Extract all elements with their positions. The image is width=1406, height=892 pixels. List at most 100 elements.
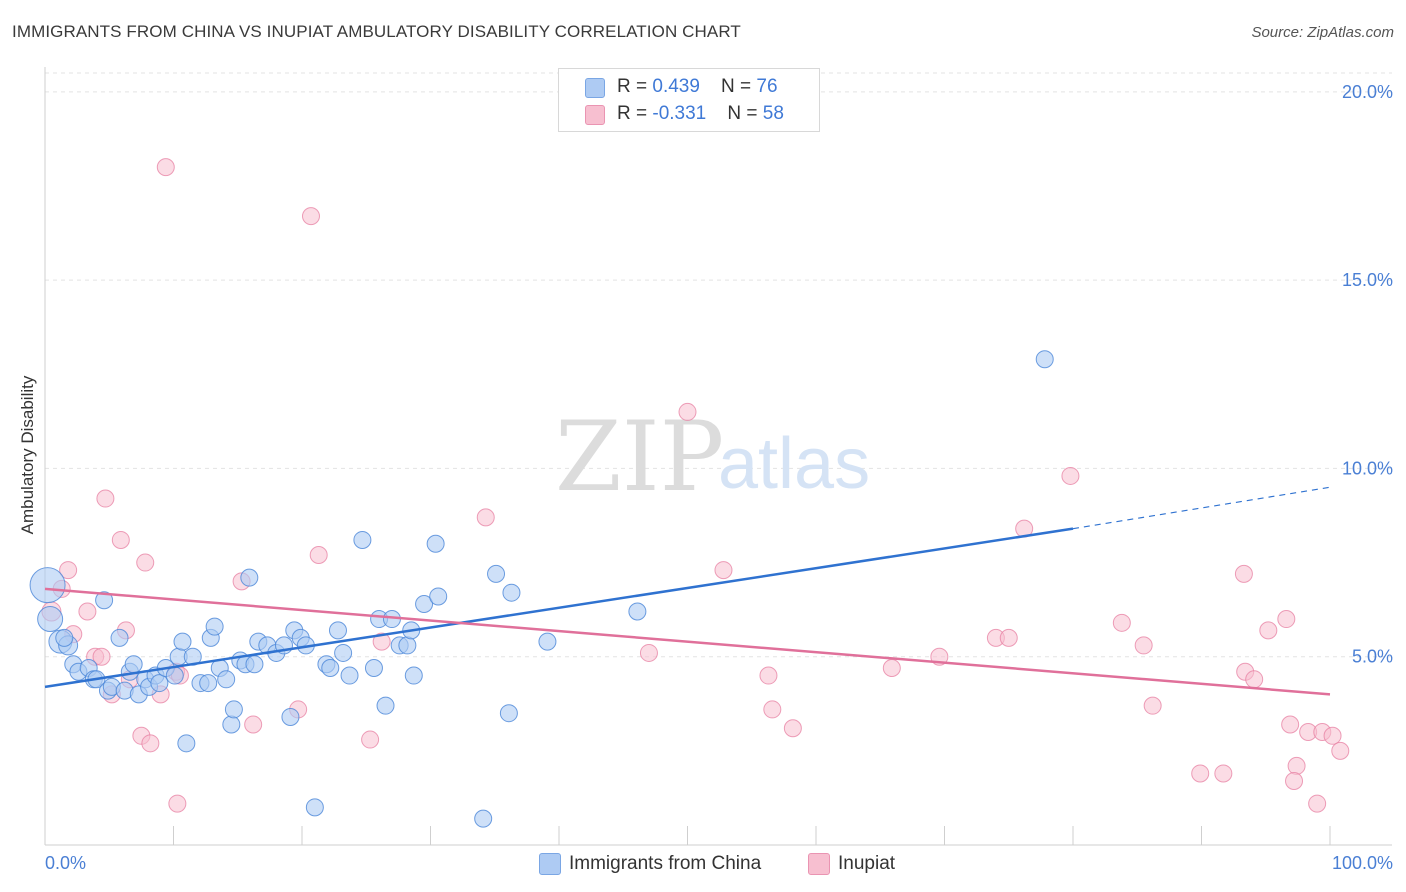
inupiat-point	[92, 647, 111, 666]
china-points	[29, 350, 1054, 828]
inupiat-point	[1143, 696, 1162, 715]
china-point	[499, 704, 518, 723]
china-point	[429, 587, 448, 606]
legend-swatch-china	[585, 78, 605, 98]
x-tick-label: 100.0%	[1332, 853, 1393, 873]
legend-r-label: R =	[617, 76, 653, 97]
inupiat-point	[678, 402, 697, 421]
legend-n-label: N =	[721, 76, 757, 97]
inupiat-point	[1277, 610, 1296, 629]
y-tick-label: 15.0%	[1342, 270, 1393, 290]
china-point	[240, 568, 259, 587]
inupiat-point	[1245, 670, 1264, 689]
china-point	[340, 666, 359, 685]
china-point	[628, 602, 647, 621]
inupiat-point	[361, 730, 380, 749]
china-point	[364, 659, 383, 678]
y-tick-label: 10.0%	[1342, 458, 1393, 478]
bottom-legend-label-china: Immigrants from China	[569, 853, 762, 874]
china-point	[173, 632, 192, 651]
inupiat-point	[141, 734, 160, 753]
china-point	[353, 530, 372, 549]
china-point	[305, 798, 324, 817]
china-point	[150, 674, 169, 693]
tick-labels: 5.0% 10.0% 15.0% 20.0% 0.0% 100.0%	[45, 82, 1393, 873]
china-point	[124, 655, 143, 674]
china-point	[426, 534, 445, 553]
inupiat-point	[763, 700, 782, 719]
china-point	[281, 707, 300, 726]
stats-legend: R = 0.439 N = 76 R = -0.331 N = 58	[558, 68, 820, 132]
china-point	[177, 734, 196, 753]
china-point	[415, 594, 434, 613]
inupiat-point	[78, 602, 97, 621]
y-tick-label: 5.0%	[1352, 647, 1393, 667]
inupiat-point	[372, 632, 391, 651]
inupiat-point	[59, 561, 78, 580]
china-point	[487, 564, 506, 583]
watermark-zip: ZIP	[555, 401, 724, 513]
china-point	[538, 632, 557, 651]
watermark-atlas: atlas	[718, 424, 870, 504]
china-point	[222, 715, 241, 734]
china-point	[321, 659, 340, 678]
inupiat-point	[309, 546, 328, 565]
inupiat-point	[136, 553, 155, 572]
legend-r-value: -0.331	[652, 103, 707, 124]
china-point	[474, 809, 493, 828]
inupiat-point	[301, 207, 320, 226]
inupiat-point	[1281, 715, 1300, 734]
inupiat-point	[1331, 741, 1350, 760]
legend-r-value: 0.439	[652, 76, 700, 97]
bottom-legend-swatch-china	[539, 853, 561, 875]
china-point	[334, 643, 353, 662]
china-point	[376, 696, 395, 715]
x-tick-label: 0.0%	[45, 853, 86, 873]
inupiat-point	[714, 561, 733, 580]
inupiat-point	[168, 794, 187, 813]
china-point	[110, 628, 129, 647]
china-point	[224, 700, 243, 719]
china-point	[404, 666, 423, 685]
inupiat-point	[1112, 613, 1131, 632]
inupiat-point	[1308, 794, 1327, 813]
china-point	[29, 567, 66, 604]
inupiat-point	[639, 643, 658, 662]
inupiat-point	[1191, 764, 1210, 783]
legend-text-inupiat: R = -0.331 N = 58	[617, 103, 784, 125]
china-trend-line	[44, 527, 1074, 689]
china-point	[502, 583, 521, 602]
legend-swatch-inupiat	[585, 105, 605, 125]
china-point	[205, 617, 224, 636]
inupiat-point	[999, 628, 1018, 647]
inupiat-point	[1214, 764, 1233, 783]
legend-n-value: 58	[762, 103, 784, 124]
y-axis-title: Ambulatory Disability	[18, 375, 37, 535]
bottom-legend-swatch-inupiat	[808, 853, 830, 875]
inupiat-point	[783, 719, 802, 738]
china-trend-extension	[1072, 486, 1331, 530]
china-point	[95, 591, 114, 610]
china-point	[217, 670, 236, 689]
inupiat-point	[759, 666, 778, 685]
inupiat-point	[1134, 636, 1153, 655]
source-label: Source: ZipAtlas.com	[1251, 24, 1394, 41]
inupiat-point	[96, 489, 115, 508]
china-point	[328, 621, 347, 640]
inupiat-point	[1285, 771, 1304, 790]
axes	[44, 67, 1392, 846]
inupiat-point	[244, 715, 263, 734]
inupiat-point	[1287, 756, 1306, 775]
inupiat-point	[156, 158, 175, 177]
china-point	[245, 655, 264, 674]
inupiat-point	[476, 508, 495, 527]
trend-lines	[44, 486, 1331, 696]
y-tick-label: 20.0%	[1342, 82, 1393, 102]
legend-text-china: R = 0.439 N = 76	[617, 76, 778, 98]
china-point	[398, 636, 417, 655]
legend-r-label: R =	[617, 103, 653, 124]
inupiat-point	[1061, 466, 1080, 485]
inupiat-point	[882, 659, 901, 678]
inupiat-point	[111, 530, 130, 549]
